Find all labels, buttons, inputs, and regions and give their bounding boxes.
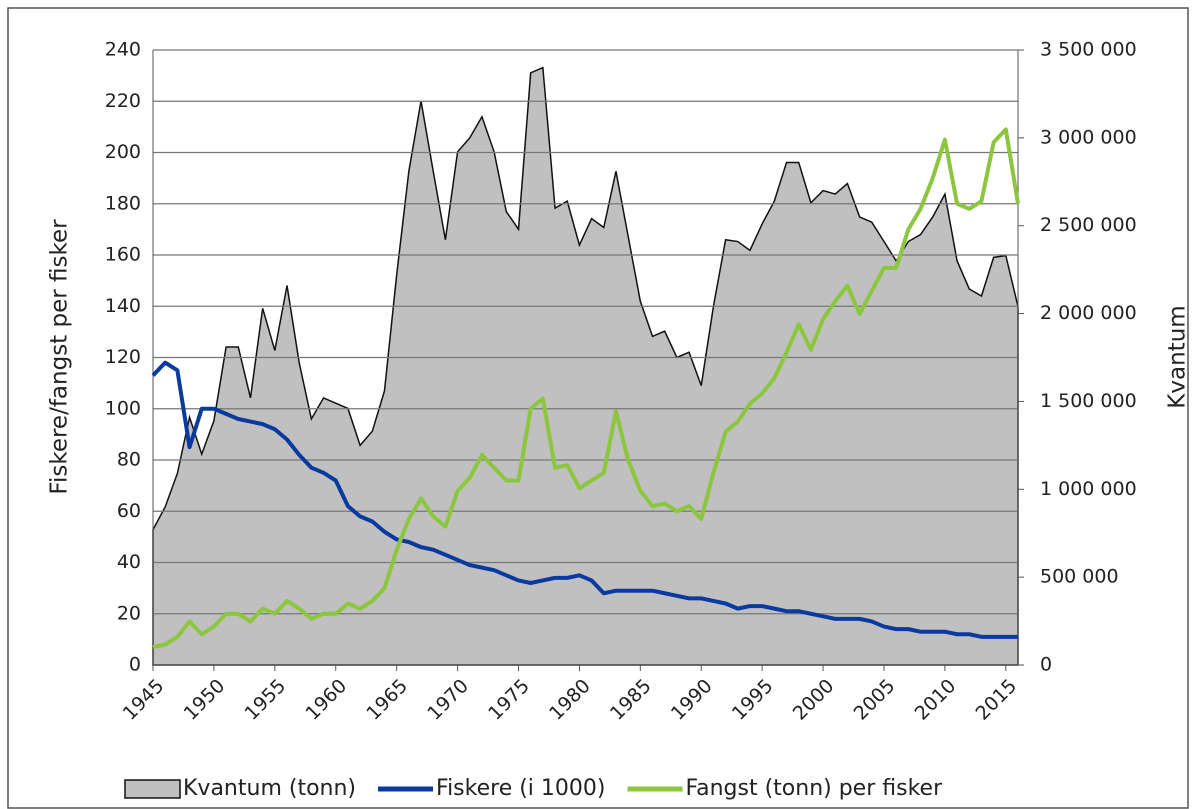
y2-tick-label: 3 000 000 [1040, 126, 1137, 148]
legend-label: Fiskere (i 1000) [436, 776, 605, 801]
y-tick-label: 160 [105, 244, 141, 266]
y-tick-label: 220 [105, 90, 141, 112]
y-axis-label: Fiskere/fangst per fisker [47, 219, 73, 495]
y-tick-label: 100 [105, 397, 141, 419]
y-tick-label: 40 [117, 551, 141, 573]
y-tick-label: 180 [105, 192, 141, 214]
legend-swatch [124, 779, 181, 799]
y-tick-label: 200 [105, 141, 141, 163]
y-tick-label: 20 [117, 602, 141, 624]
legend-label: Fangst (tonn) per fisker [685, 776, 943, 801]
line [152, 127, 1020, 650]
y2-tick-label: 1 500 000 [1040, 390, 1137, 412]
y2-tick-label: 2 000 000 [1040, 302, 1137, 324]
y2-tick-label: 2 500 000 [1040, 214, 1137, 236]
y-tick-label: 240 [105, 39, 141, 61]
y-tick-label: 80 [117, 449, 141, 471]
y-tick-label: 0 [129, 654, 141, 676]
y-tick-label: 120 [105, 346, 141, 368]
line [151, 360, 1018, 639]
y2-tick-label: 500 000 [1040, 566, 1119, 588]
y2-axis-label: Kvantum [1165, 305, 1191, 408]
y2-tick-label: 0 [1040, 654, 1052, 676]
y-tick-label: 60 [117, 500, 141, 522]
y-tick-label: 140 [105, 295, 141, 317]
y2-tick-label: 3 500 000 [1040, 39, 1137, 61]
y2-tick-label: 1 000 000 [1040, 478, 1137, 500]
legend-label: Kvantum (tonn) [183, 776, 356, 801]
